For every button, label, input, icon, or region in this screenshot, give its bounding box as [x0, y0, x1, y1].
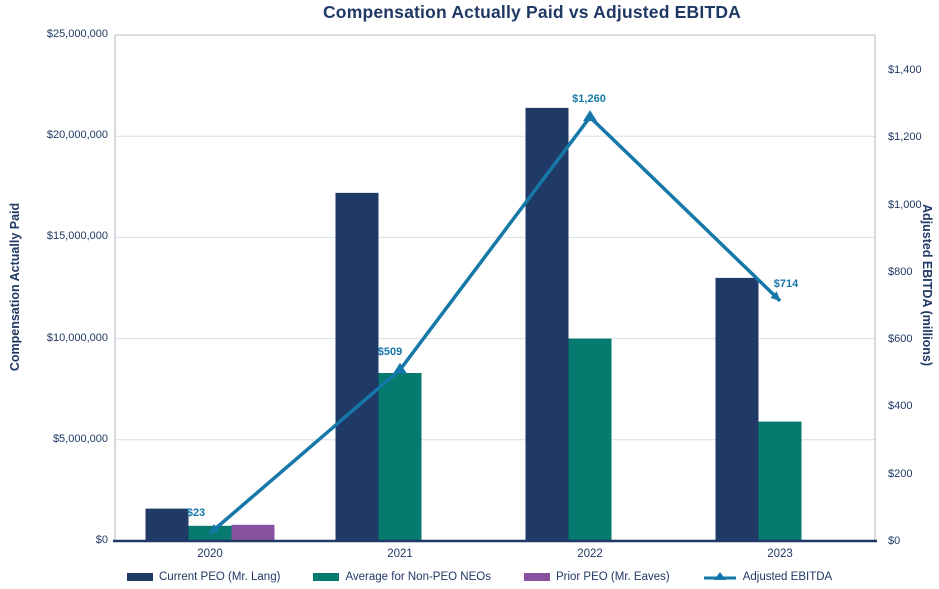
- right-axis-tick-label: $800: [888, 265, 913, 278]
- left-axis-tick-label: $5,000,000: [52, 432, 108, 445]
- x-axis-label: 2022: [577, 548, 603, 560]
- plot-border: [114, 34, 876, 541]
- bar: [715, 277, 759, 541]
- right-axis-tick-label: $400: [888, 400, 913, 413]
- right-axis-tick-label: $1,400: [888, 64, 922, 76]
- bar: [145, 508, 189, 541]
- legend-label: Average for Non-PEO NEOs: [345, 571, 491, 583]
- x-axis-label: 2023: [767, 548, 793, 560]
- bar: [378, 373, 422, 541]
- x-axis-label: 2020: [197, 548, 223, 560]
- bar: [568, 338, 612, 541]
- navy-bar-swatch: [127, 573, 153, 581]
- left-y-axis-title: Compensation Actually Paid: [8, 202, 22, 372]
- right-axis-tick-label: $1,200: [888, 131, 922, 144]
- ebitda-point-label: $1,260: [572, 93, 606, 106]
- line-triangle-swatch: [703, 572, 736, 580]
- bar: [231, 524, 275, 541]
- bar-series-group: [145, 107, 802, 541]
- ebitda-point-label: $714: [773, 277, 799, 290]
- left-axis-tick-label: $15,000,000: [46, 230, 108, 243]
- x-axis-label: 2021: [387, 548, 413, 560]
- right-axis-tick-label: $200: [888, 467, 913, 480]
- left-axis-tick-label: $20,000,000: [46, 129, 108, 142]
- line-series-group: [208, 110, 782, 535]
- teal-bar-swatch: [313, 573, 340, 581]
- adjusted-ebitda-line: [208, 110, 782, 535]
- purple-bar-swatch: [523, 573, 550, 581]
- bar: [335, 192, 379, 541]
- gridlines: [115, 34, 875, 441]
- left-axis-tick-label: $0: [95, 534, 108, 546]
- legend-item-current-peo: Current PEO (Mr. Lang): [127, 571, 280, 583]
- legend-item-adjusted-ebitda: Adjusted EBITDA: [703, 570, 832, 584]
- legend: Current PEO (Mr. Lang) Average for Non-P…: [127, 570, 832, 584]
- legend-label: Prior PEO (Mr. Eaves): [555, 571, 670, 583]
- right-axis-tick-label: $1,000: [888, 198, 922, 211]
- ebitda-point-label: $23: [186, 507, 206, 520]
- right-axis-tick-label: $0: [888, 535, 901, 547]
- left-axis-tick-label: $25,000,000: [46, 28, 108, 40]
- left-axis-tick-label: $10,000,000: [46, 331, 108, 344]
- ebitda-point-label: $509: [377, 345, 403, 358]
- bar: [758, 421, 802, 541]
- legend-label: Current PEO (Mr. Lang): [159, 571, 281, 583]
- bar: [188, 525, 232, 541]
- legend-item-non-peo-neos: Average for Non-PEO NEOs: [313, 571, 491, 583]
- legend-label: Adjusted EBITDA: [742, 571, 833, 583]
- legend-item-prior-peo: Prior PEO (Mr. Eaves): [523, 571, 670, 583]
- chart-title: Compensation Actually Paid vs Adjusted E…: [322, 2, 742, 22]
- right-axis-tick-label: $600: [888, 333, 913, 346]
